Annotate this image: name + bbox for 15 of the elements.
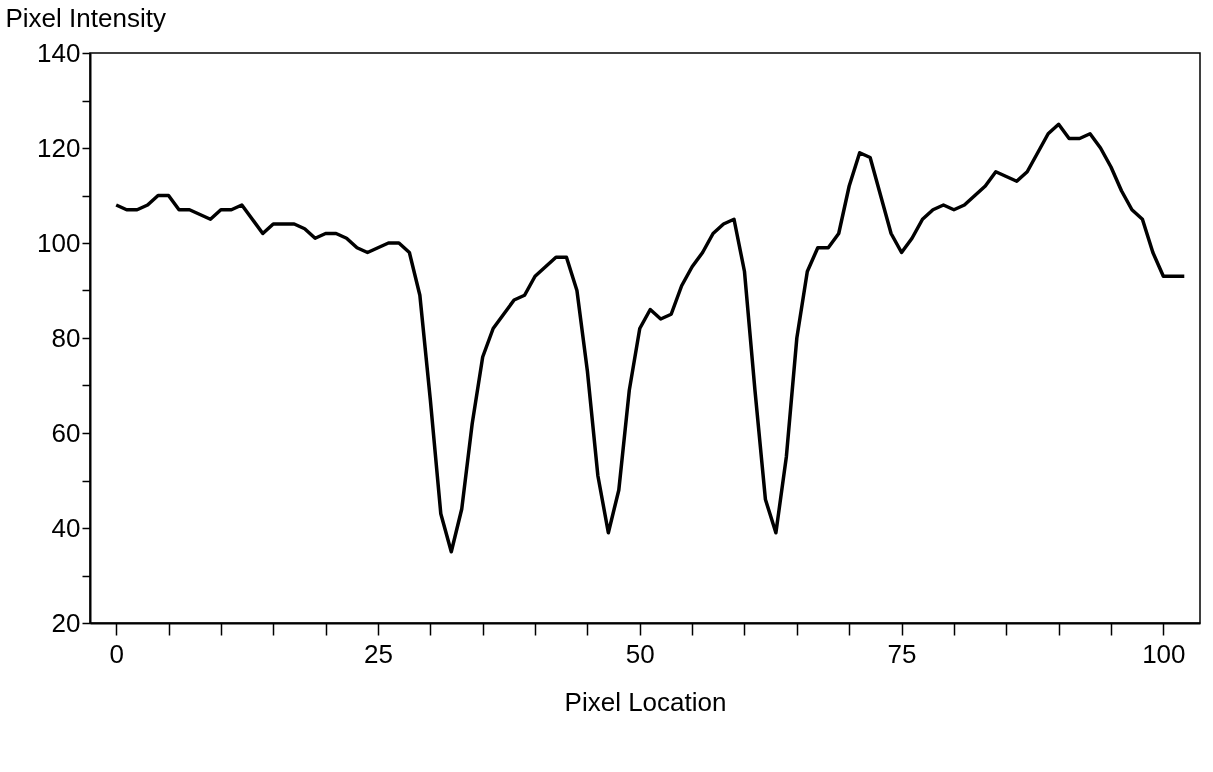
- x-tick-label: 75: [887, 638, 917, 669]
- x-tick-label: 0: [109, 638, 124, 669]
- y-tick-label: 120: [37, 132, 81, 163]
- line-series: [114, 122, 1187, 554]
- y-tick-label: 60: [51, 417, 81, 448]
- y-tick-label: 80: [51, 322, 81, 353]
- y-tick-label: 20: [51, 607, 81, 638]
- x-tick-label: 100: [1142, 638, 1186, 669]
- x-tick-label: 50: [625, 638, 655, 669]
- y-tick-label: 140: [37, 37, 81, 68]
- x-axis-title: Pixel Location: [564, 686, 727, 717]
- y-tick-label: 100: [37, 227, 81, 258]
- y-tick-label: 40: [51, 512, 81, 543]
- y-axis-title: Pixel Intensity: [5, 2, 166, 33]
- x-tick-label: 25: [364, 638, 393, 669]
